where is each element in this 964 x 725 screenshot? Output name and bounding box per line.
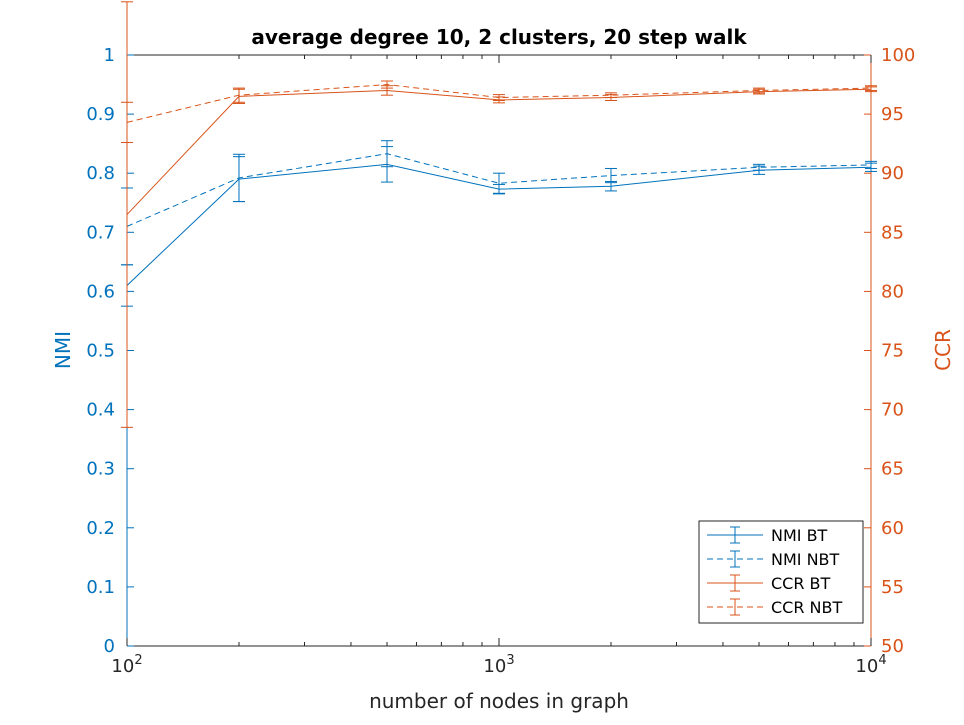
- right-y-tick-label: 100: [881, 45, 915, 66]
- right-y-tick-label: 55: [881, 577, 904, 598]
- right-y-tick-label: 75: [881, 341, 904, 362]
- legend-label: CCR NBT: [771, 598, 842, 617]
- x-tick-label: 102: [111, 653, 142, 677]
- series-group: [121, 1, 877, 428]
- left-y-tick-label: 0.4: [86, 400, 115, 421]
- right-y-tick-label: 70: [881, 400, 904, 421]
- left-y-tick-label: 0.8: [86, 163, 115, 184]
- right-y-tick-label: 90: [881, 163, 904, 184]
- legend: NMI BT NMI NBT CCR BT CCR NBT: [698, 520, 864, 624]
- right-y-tick-label: 85: [881, 222, 904, 243]
- left-y-tick-label: 0.9: [86, 104, 115, 125]
- x-tick-base: 10: [855, 656, 878, 677]
- x-tick-base: 10: [483, 656, 506, 677]
- legend-label: NMI BT: [771, 526, 828, 545]
- legend-label: CCR BT: [771, 574, 831, 593]
- left-y-tick-label: 0: [104, 636, 115, 657]
- right-y-axis-label: CCR: [931, 329, 955, 371]
- x-tick-exponent: 4: [878, 653, 886, 668]
- right-y-tick-label: 50: [881, 636, 904, 657]
- x-tick-label: 103: [483, 653, 514, 677]
- left-y-axis-label: NMI: [51, 331, 75, 369]
- left-y-tick-label: 0.7: [86, 222, 115, 243]
- left-y-tick-label: 1: [104, 45, 115, 66]
- right-y-tick-label: 95: [881, 104, 904, 125]
- legend-label: NMI NBT: [771, 550, 840, 569]
- left-y-tick-label: 0.1: [86, 577, 115, 598]
- left-y-tick-label: 0.3: [86, 459, 115, 480]
- right-y-tick-label: 80: [881, 281, 904, 302]
- left-y-tick-label: 0.5: [86, 341, 115, 362]
- x-axis-label: number of nodes in graph: [369, 689, 629, 713]
- right-y-tick-label: 60: [881, 518, 904, 539]
- left-y-tick-label: 0.6: [86, 281, 115, 302]
- x-tick-exponent: 2: [134, 653, 142, 668]
- legend-box: [698, 520, 864, 624]
- left-y-tick-label: 0.2: [86, 518, 115, 539]
- x-tick-exponent: 3: [506, 653, 514, 668]
- x-tick-base: 10: [111, 656, 134, 677]
- x-tick-label: 104: [855, 653, 886, 677]
- axes-group: 0 0.1 0.2 0.3 0.4 0.5 0.6 0.7 0.8 0.9 1 50 55 60 65 70 7…: [86, 45, 915, 677]
- chart-title: average degree 10, 2 clusters, 20 step w…: [251, 25, 747, 49]
- right-y-tick-label: 65: [881, 459, 904, 480]
